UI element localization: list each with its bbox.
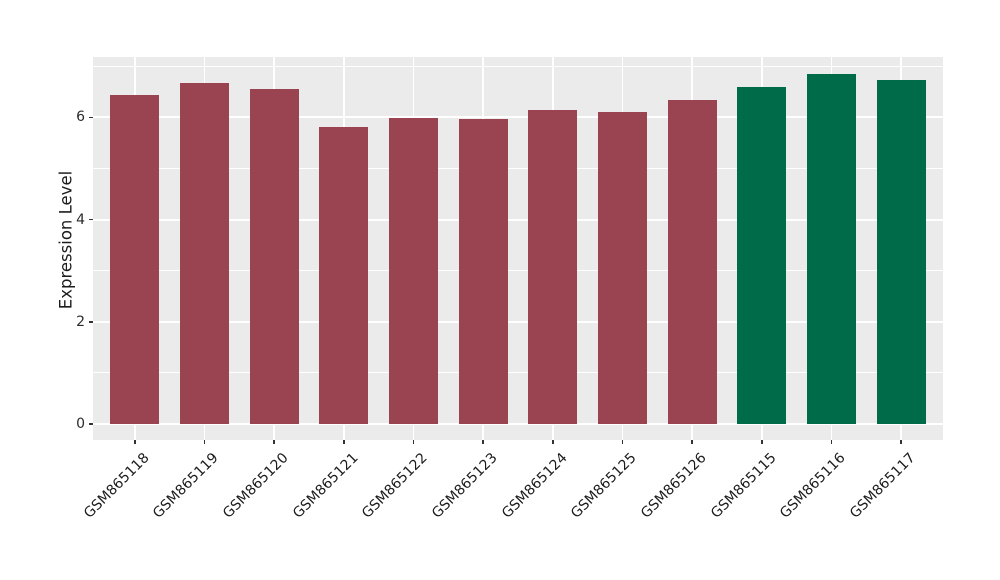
bar-GSM865124 — [528, 109, 578, 424]
x-tick-label: GSM865126 — [637, 450, 710, 522]
bar-GSM865118 — [110, 94, 160, 424]
x-tick-label: GSM865116 — [777, 450, 849, 522]
y-tick-mark — [89, 116, 93, 119]
bar-GSM865126 — [667, 100, 717, 424]
x-tick-mark — [273, 440, 275, 444]
x-tick-label: GSM865121 — [289, 450, 362, 522]
major-gridline — [93, 320, 943, 323]
x-tick-label: GSM865115 — [707, 450, 780, 522]
y-tick-label: 0 — [76, 416, 85, 432]
bar-GSM865115 — [737, 86, 787, 424]
bar-GSM865121 — [319, 127, 369, 424]
x-tick-label: GSM865117 — [846, 450, 919, 522]
bar-GSM865117 — [876, 79, 926, 424]
minor-gridline — [93, 65, 943, 67]
y-tick-mark — [89, 423, 93, 425]
x-tick-label: GSM865119 — [150, 450, 222, 522]
x-tick-mark — [830, 440, 833, 444]
major-gridline — [93, 116, 943, 119]
x-tick-mark — [621, 440, 624, 444]
bar-GSM865120 — [249, 88, 299, 424]
minor-gridline — [93, 168, 943, 169]
bar-GSM865123 — [458, 118, 508, 424]
x-tick-mark — [691, 440, 693, 444]
y-tick-label: 4 — [76, 211, 85, 228]
x-tick-mark — [343, 440, 345, 444]
bar-GSM865119 — [180, 82, 229, 424]
y-tick-label: 2 — [76, 313, 85, 330]
bar-GSM865116 — [807, 73, 856, 424]
bar-GSM865125 — [598, 111, 647, 424]
y-tick-mark — [89, 321, 93, 323]
major-gridline — [93, 423, 943, 425]
x-tick-mark — [134, 440, 136, 444]
y-axis-title: Expression Level — [56, 170, 76, 310]
x-tick-label: GSM865123 — [428, 450, 501, 522]
major-gridline — [93, 218, 943, 221]
x-tick-label: GSM865122 — [359, 450, 431, 522]
x-tick-mark — [761, 440, 763, 444]
y-tick-label: 6 — [76, 109, 85, 126]
x-tick-label: GSM865118 — [80, 450, 153, 522]
x-tick-label: GSM865125 — [568, 450, 640, 522]
x-tick-mark — [482, 440, 484, 444]
x-tick-mark — [900, 440, 902, 444]
x-tick-mark — [552, 440, 554, 444]
bar-GSM865122 — [389, 117, 438, 424]
x-tick-mark — [412, 440, 415, 444]
y-tick-mark — [89, 218, 93, 221]
minor-gridline — [93, 270, 943, 272]
x-tick-label: GSM865120 — [219, 450, 292, 522]
chart-panel — [93, 57, 943, 440]
minor-gridline — [93, 372, 943, 374]
x-tick-label: GSM865124 — [498, 450, 571, 522]
x-tick-mark — [203, 440, 206, 444]
